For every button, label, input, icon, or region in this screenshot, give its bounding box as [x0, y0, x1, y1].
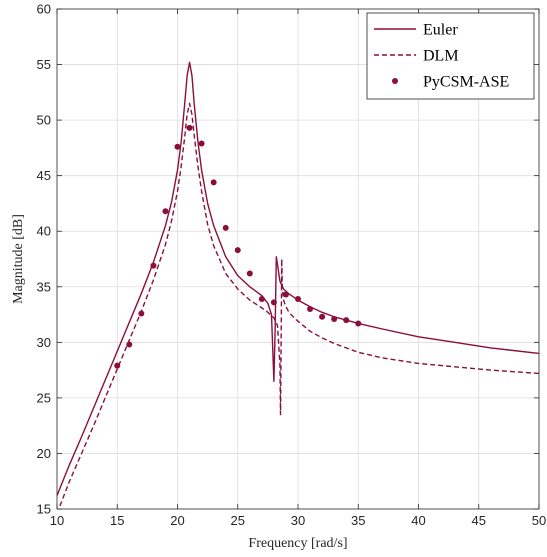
pycsm-ase-point: [331, 316, 338, 322]
y-tick-label: 50: [37, 113, 51, 128]
y-tick-label: 15: [37, 502, 51, 517]
x-tick-label: 50: [532, 513, 546, 528]
y-tick-label: 60: [37, 2, 51, 17]
pycsm-ase-point: [270, 299, 277, 306]
pycsm-ase-point: [138, 310, 145, 317]
pycsm-ase-point: [222, 224, 229, 231]
y-tick-label: 45: [37, 168, 51, 183]
euler-line: [57, 61, 539, 496]
x-tick-label: 25: [231, 513, 245, 528]
pycsm-ase-point: [210, 179, 217, 186]
x-tick-label: 10: [50, 513, 64, 528]
series-layer: [57, 61, 539, 509]
y-tick-label: 55: [37, 57, 51, 72]
pycsm-ase-point: [174, 143, 181, 150]
dlm-line: [57, 102, 539, 509]
pycsm-ase-point: [355, 320, 362, 327]
pycsm-ase-point: [307, 306, 314, 312]
legend-label-pycsm-ase: PyCSM-ASE: [423, 74, 509, 91]
pycsm-ase-point: [198, 140, 205, 147]
legend-box: [366, 12, 535, 100]
y-tick-label: 35: [37, 279, 51, 294]
x-tick-label: 35: [351, 513, 365, 528]
legend-label-dlm: DLM: [423, 48, 459, 65]
pycsm-ase-point: [186, 124, 193, 131]
x-tick-label: 20: [170, 513, 184, 528]
pycsm-ase-point: [126, 341, 133, 348]
y-tick-label: 40: [37, 224, 51, 239]
y-tick-label: 30: [37, 335, 51, 350]
pycsm-ase-point: [343, 317, 350, 324]
pycsm-ase-point: [234, 247, 241, 254]
legend-label-euler: Euler: [423, 22, 458, 39]
x-tick-label: 15: [110, 513, 124, 528]
pycsm-ase-point: [246, 270, 253, 277]
pycsm-ase-point: [282, 291, 289, 298]
pycsm-ase-point: [162, 208, 169, 215]
x-tick-label: 30: [291, 513, 305, 528]
x-tick-label: 45: [472, 513, 486, 528]
y-axis-title: Magnitude [dB]: [11, 214, 26, 304]
y-tick-label: 25: [37, 390, 51, 405]
y-tick-label: 20: [37, 446, 51, 461]
legend-swatch-pycsm-ase: [392, 78, 398, 84]
x-tick-label: 40: [411, 513, 425, 528]
pycsm-ase-point: [114, 362, 121, 369]
legend: Euler DLM PyCSM-ASE: [366, 12, 535, 100]
pycsm-ase-point: [319, 313, 326, 320]
pycsm-ase-point: [258, 296, 265, 302]
pycsm-ase-point: [295, 296, 301, 302]
pycsm-ase-point: [150, 262, 157, 269]
x-axis-title: Frequency [rad/s]: [248, 536, 347, 551]
